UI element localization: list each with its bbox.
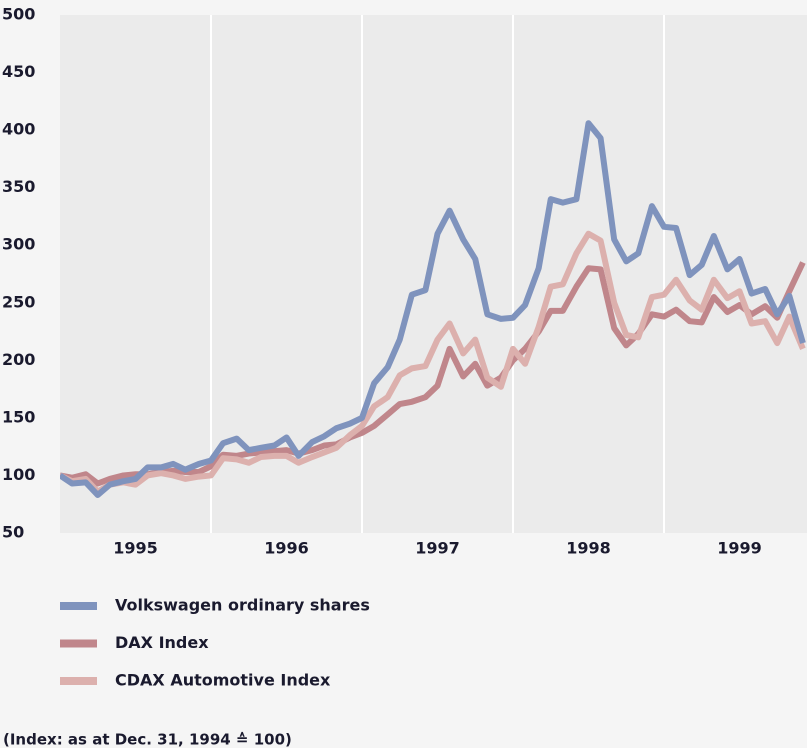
x-tick-label: 1998 [566,539,611,558]
y-tick-label: 150 [2,407,35,426]
x-tick-label: 1997 [415,539,460,558]
legend-swatch [60,602,97,610]
y-tick-label: 200 [2,350,35,369]
legend-label: CDAX Automotive Index [115,671,331,690]
legend-label: DAX Index [115,633,209,652]
legend-swatch [60,677,97,685]
x-tick-label: 1996 [264,539,309,558]
y-tick-label: 100 [2,465,35,484]
note: (Index: as at Dec. 31, 1994 ≙ 100) [3,731,292,748]
series-line [60,120,806,499]
y-tick-label: 50 [2,523,24,542]
plot-area [60,15,807,533]
x-tick-label: 1995 [113,539,158,558]
y-tick-label: 350 [2,177,35,196]
series-line [60,230,806,495]
y-tick-label: 500 [2,5,35,24]
y-tick-label: 300 [2,235,35,254]
x-tick-label: 1999 [717,539,762,558]
y-tick-label: 450 [2,62,35,81]
y-tick-label: 400 [2,120,35,139]
y-tick-label: 250 [2,292,35,311]
legend-label: Volkswagen ordinary shares [115,596,370,615]
legend-swatch [60,639,97,648]
